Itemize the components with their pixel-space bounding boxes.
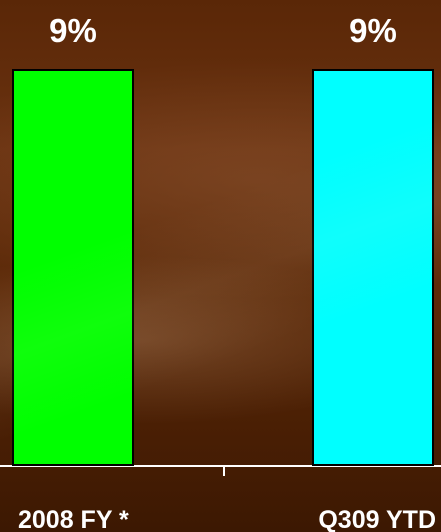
data-label-2: 9%: [349, 12, 397, 49]
category-label-1: 2008 FY *: [18, 506, 129, 532]
data-label-1: 9%: [49, 12, 97, 49]
category-label-2: Q309 YTD: [318, 506, 436, 532]
bar-1: [12, 69, 134, 466]
bar-2: [312, 69, 434, 466]
